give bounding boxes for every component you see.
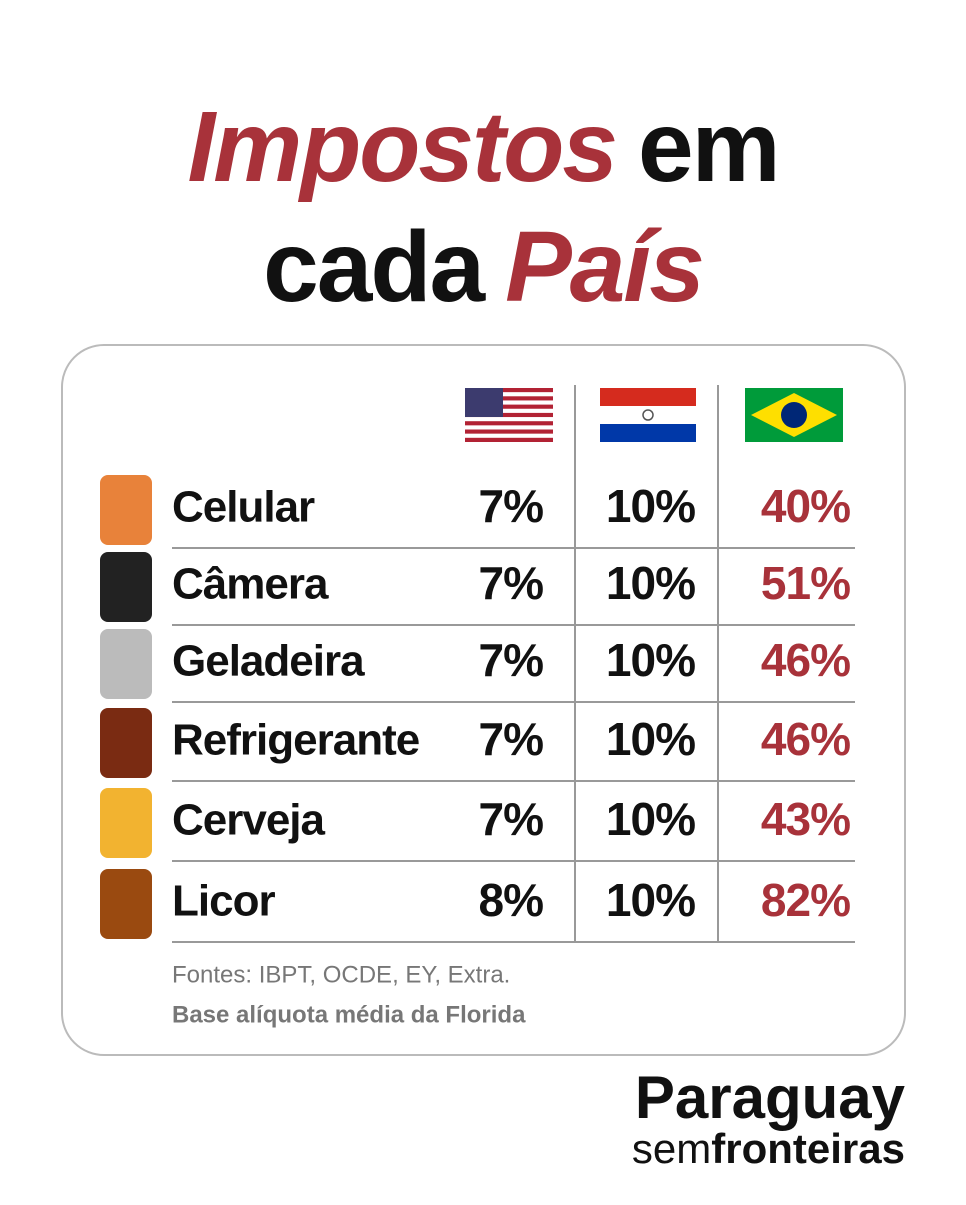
tax-rate: 7% <box>479 713 544 765</box>
item-label: Celular <box>172 483 315 532</box>
brand-tagline-light: sem <box>632 1125 711 1172</box>
flag-paraguay <box>600 388 696 442</box>
item-icon <box>100 475 152 545</box>
tax-rate: 10% <box>606 634 695 686</box>
title-line-2: cada País <box>263 211 703 323</box>
tax-rate: 10% <box>606 874 695 926</box>
item-label: Cerveja <box>172 796 326 845</box>
item-icon <box>100 552 152 622</box>
title-line-1: Impostos em <box>187 91 778 203</box>
tax-rate: 43% <box>761 793 850 845</box>
flag-brazil <box>745 388 843 442</box>
title-word: em <box>638 91 779 203</box>
item-icon <box>100 788 152 858</box>
tax-rate: 10% <box>606 480 695 532</box>
item-icon <box>100 629 152 699</box>
tax-rate: 10% <box>606 557 695 609</box>
flag-usa <box>465 388 553 442</box>
tax-rate: 10% <box>606 713 695 765</box>
sources: Fontes: IBPT, OCDE, EY, Extra. <box>172 961 510 988</box>
item-label: Licor <box>172 877 275 926</box>
title-word: País <box>505 211 703 323</box>
tax-rate: 51% <box>761 557 850 609</box>
item-label: Geladeira <box>172 637 365 686</box>
title-word: cada <box>263 211 486 323</box>
title-word: Impostos <box>187 91 615 203</box>
tax-rate: 82% <box>761 874 850 926</box>
table-body: Celular 7% 10% 40% Câmera 7% 10% 51% Geladeira 7%… <box>100 475 855 943</box>
tax-rate: 40% <box>761 480 850 532</box>
item-label: Refrigerante <box>172 716 419 765</box>
tax-rate: 10% <box>606 793 695 845</box>
tax-rate: 7% <box>479 480 544 532</box>
tax-rate: 7% <box>479 557 544 609</box>
tax-rate: 46% <box>761 634 850 686</box>
tax-rate: 7% <box>479 634 544 686</box>
table-card <box>61 344 906 1056</box>
tax-rate: 8% <box>479 874 544 926</box>
item-icon <box>100 869 152 939</box>
item-icon <box>100 708 152 778</box>
brand-tagline: semfronteiras <box>632 1125 905 1172</box>
tax-rate: 46% <box>761 713 850 765</box>
brand-name: Paraguay <box>635 1064 906 1131</box>
tax-rate: 7% <box>479 793 544 845</box>
note: Base alíquota média da Florida <box>172 1001 526 1028</box>
item-label: Câmera <box>172 560 329 609</box>
brand-tagline-bold: fronteiras <box>711 1125 905 1172</box>
